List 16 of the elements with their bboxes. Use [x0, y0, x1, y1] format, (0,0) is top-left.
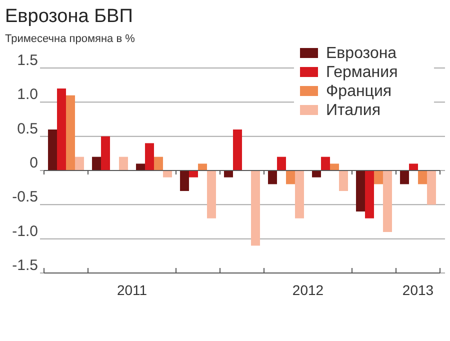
legend-label: Италия [326, 102, 380, 119]
y-tick-label: 1.5 [17, 52, 38, 69]
x-tick-label: 2013 [402, 282, 434, 298]
legend-label: Еврозона [326, 45, 397, 62]
x-tick-label: 2012 [292, 282, 324, 298]
y-tick-label: 1.0 [17, 86, 38, 104]
y-tick-label: 0.5 [17, 120, 38, 138]
chart-subtitle: Тримесечна промяна в % [5, 33, 136, 45]
y-tick-label: 0 [30, 154, 38, 172]
y-tick-label: -0.5 [12, 188, 38, 206]
chart-title: Еврозона БВП [5, 6, 133, 27]
y-tick-label: -1.5 [12, 257, 38, 274]
legend-label: Германия [326, 64, 398, 81]
y-tick-label: -1.0 [12, 222, 38, 240]
legend-label: Франция [326, 83, 392, 100]
x-tick-label: 2011 [116, 282, 148, 298]
